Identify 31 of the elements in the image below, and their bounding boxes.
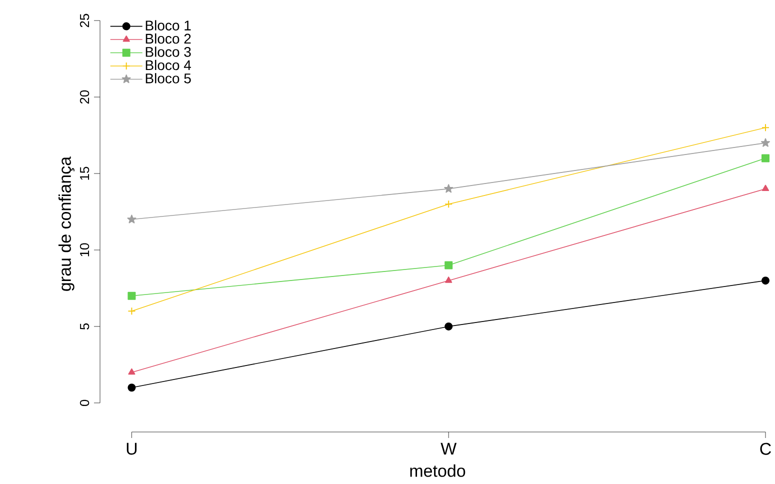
point — [445, 276, 452, 283]
point — [762, 184, 770, 192]
point — [762, 124, 770, 132]
legend-label: Bloco 2 — [146, 33, 191, 44]
legend-label: Bloco 1 — [146, 20, 191, 30]
point — [762, 276, 770, 285]
y-tick-label: 25 — [80, 14, 90, 28]
y-axis-title: grau de confiança — [58, 156, 74, 291]
point — [127, 214, 136, 224]
y-tick-label: 20 — [80, 90, 90, 104]
point — [128, 368, 136, 375]
point — [761, 138, 770, 147]
y-tick-label: 15 — [80, 166, 90, 180]
x-tick-label: C — [760, 442, 771, 455]
legend-label: Bloco 3 — [146, 46, 191, 57]
x-tick-label: W — [440, 442, 457, 455]
point — [128, 307, 136, 316]
point — [762, 154, 770, 162]
x-tick-label: U — [126, 442, 137, 455]
y-tick-label: 5 — [80, 323, 90, 330]
point — [128, 384, 136, 392]
x-axis-title: metodo — [410, 464, 466, 477]
point — [128, 292, 136, 300]
y-tick-label: 10 — [80, 243, 90, 256]
point — [444, 184, 454, 193]
legend-label: Bloco 5 — [146, 73, 191, 84]
legend-label: Bloco 4 — [146, 60, 191, 70]
point — [444, 200, 453, 208]
y-tick-label: 0 — [80, 400, 90, 406]
point — [444, 322, 453, 330]
point — [444, 261, 453, 270]
